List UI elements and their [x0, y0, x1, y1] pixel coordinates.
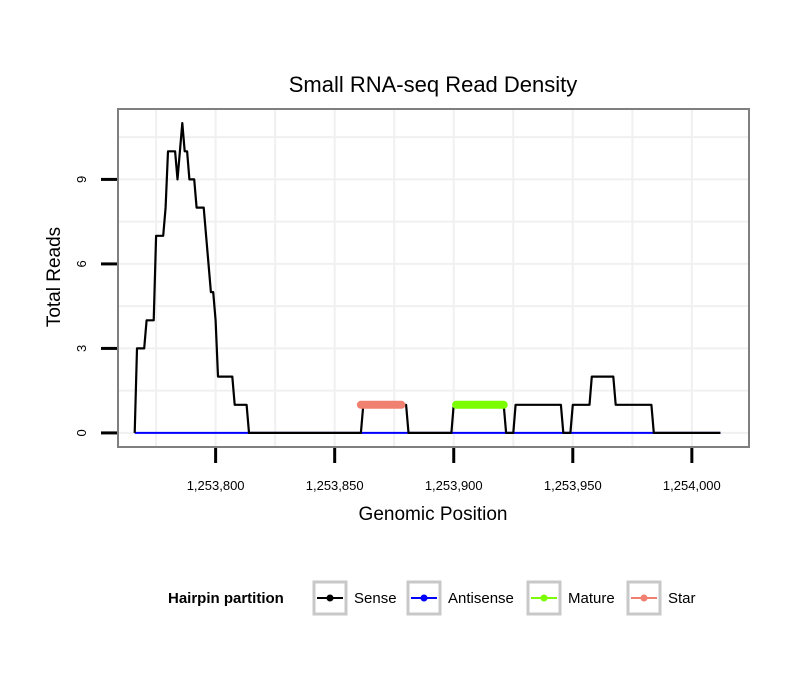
plot-panel-border [117, 108, 750, 448]
y-tick-label: 0 [74, 429, 89, 436]
chart-title: Small RNA-seq Read Density [289, 72, 578, 97]
legend-label-sense: Sense [354, 590, 397, 607]
legend: Hairpin partition Sense Antisense Mature St… [168, 580, 696, 616]
x-tick-label: 1,253,800 [187, 478, 245, 493]
x-tick-label: 1,253,850 [306, 478, 364, 493]
plot-panel [118, 109, 749, 447]
legend-label-antisense: Antisense [448, 590, 514, 607]
x-tick-label: 1,253,900 [425, 478, 483, 493]
legend-title: Hairpin partition [168, 590, 284, 607]
legend-label-star: Star [668, 590, 696, 607]
legend-key-point [326, 594, 334, 602]
legend-key-point [640, 594, 648, 602]
x-axis-title: Genomic Position [359, 504, 508, 525]
legend-key-point [420, 594, 428, 602]
y-tick-label: 6 [74, 260, 89, 267]
x-tick-label: 1,253,950 [544, 478, 602, 493]
legend-key-point [540, 594, 548, 602]
y-tick-label: 3 [74, 345, 89, 352]
series-layer [133, 121, 721, 434]
legend-label-mature: Mature [568, 590, 615, 607]
x-axis: 1,253,800 1,253,850 1,253,900 1,253,950 1,25… [187, 448, 721, 493]
y-axis-title: Total Reads [44, 227, 65, 327]
y-axis: 0 3 6 9 [74, 176, 117, 437]
x-tick-label: 1,254,000 [663, 478, 721, 493]
y-tick-label: 9 [74, 176, 89, 183]
series-sense-line [133, 121, 721, 434]
